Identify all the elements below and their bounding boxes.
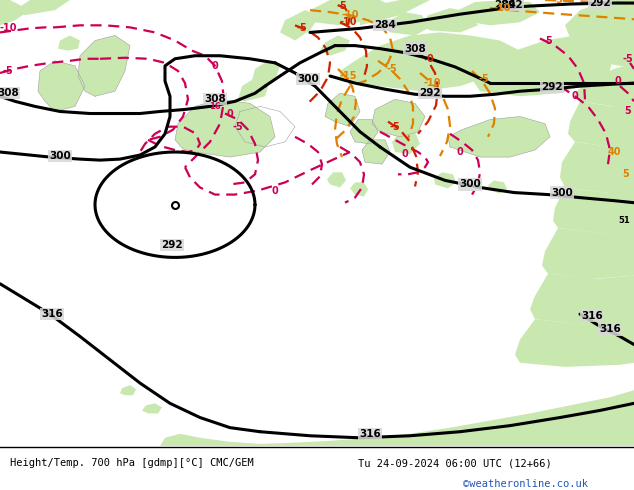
Text: -10: -10 — [341, 10, 359, 20]
Text: 0: 0 — [572, 91, 578, 101]
Polygon shape — [448, 117, 550, 157]
Text: -10: -10 — [0, 24, 16, 33]
Polygon shape — [160, 434, 260, 446]
Text: 5: 5 — [624, 106, 631, 117]
Polygon shape — [238, 76, 270, 101]
Polygon shape — [58, 35, 80, 50]
Text: 0: 0 — [614, 76, 621, 86]
Text: -5: -5 — [390, 122, 401, 132]
Text: -5: -5 — [233, 122, 243, 132]
Polygon shape — [385, 12, 428, 35]
Polygon shape — [280, 10, 320, 41]
Text: 0: 0 — [401, 149, 408, 159]
Polygon shape — [472, 35, 614, 96]
Polygon shape — [78, 35, 130, 96]
Text: 292: 292 — [419, 88, 441, 98]
Text: 308: 308 — [204, 94, 226, 104]
Polygon shape — [542, 228, 634, 279]
Polygon shape — [15, 0, 70, 15]
Text: 292: 292 — [589, 0, 611, 8]
Text: 0: 0 — [271, 186, 278, 196]
Text: 51: 51 — [618, 217, 630, 225]
Polygon shape — [350, 120, 378, 144]
Text: -5: -5 — [623, 54, 633, 64]
Text: 292: 292 — [501, 0, 523, 10]
Polygon shape — [310, 0, 390, 25]
Text: 16: 16 — [209, 102, 221, 111]
Text: 0: 0 — [456, 147, 463, 157]
Polygon shape — [120, 385, 136, 395]
Polygon shape — [458, 0, 540, 25]
Polygon shape — [560, 142, 634, 193]
Text: 316: 316 — [359, 429, 381, 439]
Text: -5: -5 — [297, 24, 307, 33]
Text: 292: 292 — [161, 240, 183, 250]
Polygon shape — [350, 182, 368, 196]
Text: 316: 316 — [581, 311, 603, 321]
Text: 0: 0 — [427, 54, 434, 64]
Text: 5: 5 — [623, 170, 630, 179]
Text: 316: 316 — [41, 309, 63, 319]
Polygon shape — [372, 99, 425, 137]
Polygon shape — [38, 61, 85, 112]
Text: 284: 284 — [494, 0, 516, 10]
Text: -15: -15 — [339, 71, 357, 81]
Text: -10: -10 — [339, 17, 357, 27]
Polygon shape — [488, 180, 507, 194]
Polygon shape — [362, 140, 390, 164]
Polygon shape — [575, 63, 634, 106]
Text: -5: -5 — [337, 1, 347, 11]
Text: Height/Temp. 700 hPa [gdmp][°C] CMC/GEM: Height/Temp. 700 hPa [gdmp][°C] CMC/GEM — [10, 458, 253, 468]
Text: -5: -5 — [479, 74, 489, 84]
Text: -5: -5 — [387, 64, 398, 74]
Text: ©weatheronline.co.uk: ©weatheronline.co.uk — [463, 479, 588, 489]
Text: 284: 284 — [374, 21, 396, 30]
Polygon shape — [565, 0, 634, 66]
Polygon shape — [320, 35, 350, 56]
Polygon shape — [515, 319, 634, 367]
Polygon shape — [530, 273, 634, 324]
Polygon shape — [252, 61, 280, 86]
Polygon shape — [392, 132, 420, 154]
Text: 316: 316 — [599, 324, 621, 334]
Text: 300: 300 — [49, 151, 71, 161]
Polygon shape — [553, 188, 634, 233]
Text: -5: -5 — [3, 66, 13, 76]
Text: -5: -5 — [553, 0, 564, 5]
Polygon shape — [422, 8, 478, 32]
Text: 300: 300 — [459, 179, 481, 190]
Text: 308: 308 — [404, 44, 426, 53]
Text: 308: 308 — [0, 88, 19, 98]
Polygon shape — [0, 0, 30, 25]
Polygon shape — [360, 0, 430, 25]
Polygon shape — [325, 93, 360, 127]
Text: Tu 24-09-2024 06:00 UTC (12+66): Tu 24-09-2024 06:00 UTC (12+66) — [358, 458, 552, 468]
Polygon shape — [568, 101, 634, 147]
Polygon shape — [327, 172, 346, 188]
Text: 300: 300 — [297, 74, 319, 84]
Polygon shape — [175, 99, 275, 157]
Text: 0: 0 — [226, 108, 233, 119]
Text: 300: 300 — [551, 188, 573, 197]
Polygon shape — [434, 172, 456, 189]
Polygon shape — [142, 403, 162, 414]
Text: 292: 292 — [541, 82, 563, 92]
Polygon shape — [260, 390, 634, 446]
Text: 40: 40 — [607, 147, 621, 157]
Text: -10: -10 — [493, 3, 511, 13]
Text: -5: -5 — [543, 36, 553, 46]
Polygon shape — [340, 32, 520, 91]
Text: 0: 0 — [212, 61, 218, 71]
Text: -10: -10 — [424, 78, 441, 88]
